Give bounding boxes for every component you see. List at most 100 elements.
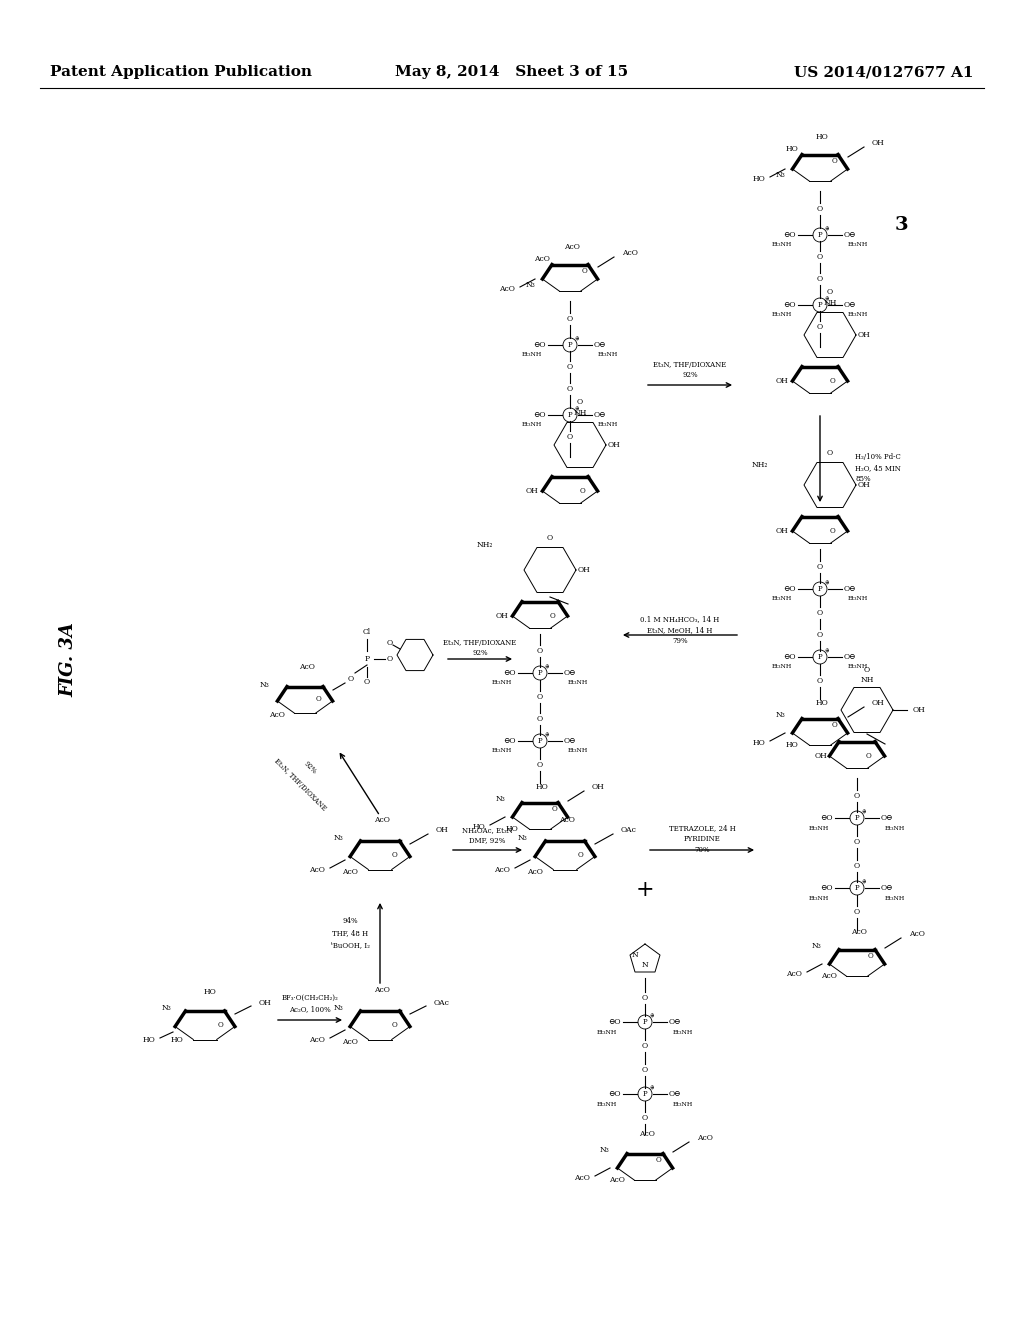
Text: HO: HO	[816, 700, 828, 708]
Text: P: P	[818, 231, 822, 239]
Text: N₃: N₃	[775, 711, 784, 719]
Text: O: O	[567, 363, 573, 371]
Text: O: O	[547, 535, 553, 543]
Text: O: O	[817, 323, 823, 331]
Text: Ac₂O, 100%: Ac₂O, 100%	[289, 1005, 331, 1012]
Text: Et₃NH: Et₃NH	[522, 422, 542, 428]
Text: Et₃NH: Et₃NH	[848, 664, 868, 669]
Text: O: O	[854, 908, 860, 916]
Text: O: O	[817, 253, 823, 261]
Text: AcO: AcO	[559, 816, 574, 824]
Text: O: O	[537, 693, 543, 701]
Text: N: N	[642, 961, 648, 969]
Text: O: O	[217, 1020, 223, 1030]
Text: O⊖: O⊖	[669, 1090, 682, 1098]
Text: ⊕: ⊕	[545, 731, 549, 737]
Text: HO: HO	[536, 783, 549, 791]
Text: O: O	[567, 433, 573, 441]
Text: ⊖O: ⊖O	[534, 411, 546, 418]
Text: AcO: AcO	[342, 1038, 358, 1045]
Text: AcO: AcO	[639, 1130, 655, 1138]
Text: O: O	[537, 647, 543, 655]
Text: 0.1 M NH₄HCO₃, 14 H: 0.1 M NH₄HCO₃, 14 H	[640, 615, 720, 623]
Text: OH: OH	[592, 783, 605, 791]
Text: N₃: N₃	[162, 1005, 172, 1012]
Text: O: O	[567, 385, 573, 393]
Text: OH: OH	[815, 752, 827, 760]
Text: ᵗBuOOH, I₂: ᵗBuOOH, I₂	[331, 941, 370, 949]
Text: AcO: AcO	[299, 663, 315, 671]
Text: P: P	[855, 884, 859, 892]
Text: ⊖O: ⊖O	[783, 231, 796, 239]
Text: O: O	[817, 275, 823, 282]
Text: US 2014/0127677 A1: US 2014/0127677 A1	[795, 65, 974, 79]
Text: O⊖: O⊖	[564, 737, 577, 744]
Text: Et₃N, THF/DIOXANE: Et₃N, THF/DIOXANE	[272, 758, 328, 813]
Text: O: O	[817, 631, 823, 639]
Text: O: O	[866, 752, 871, 760]
Text: N₃: N₃	[333, 1005, 343, 1012]
Text: Et₃NH: Et₃NH	[772, 313, 792, 318]
Text: Et₃NH: Et₃NH	[568, 748, 588, 754]
Text: ⊖O: ⊖O	[608, 1018, 621, 1026]
Text: 92%: 92%	[302, 760, 318, 776]
Text: ⊖O: ⊖O	[504, 669, 516, 677]
Text: O⊖: O⊖	[594, 411, 606, 418]
Text: O: O	[582, 267, 587, 275]
Text: O: O	[642, 1067, 648, 1074]
Text: ⊖O: ⊖O	[783, 301, 796, 309]
Text: Et₃NH: Et₃NH	[492, 748, 512, 754]
Text: N₃: N₃	[518, 834, 528, 842]
Text: O: O	[551, 805, 557, 813]
Text: HO: HO	[785, 145, 799, 153]
Text: Et₃NH: Et₃NH	[772, 597, 792, 602]
Text: ⊕: ⊕	[574, 335, 580, 341]
Text: Et₃NH: Et₃NH	[885, 895, 905, 900]
Text: O⊖: O⊖	[564, 669, 577, 677]
Text: P: P	[538, 669, 543, 677]
Text: O: O	[864, 667, 870, 675]
Text: O: O	[854, 792, 860, 800]
Text: OH: OH	[858, 331, 870, 339]
Text: N₃: N₃	[812, 942, 822, 950]
Text: H₂/10% Pd-C: H₂/10% Pd-C	[855, 453, 901, 461]
Text: ⊖O: ⊖O	[820, 884, 833, 892]
Text: AcO: AcO	[697, 1134, 713, 1142]
Text: Cl: Cl	[362, 628, 371, 636]
Text: ⊕: ⊕	[824, 226, 829, 231]
Text: DMF, 92%: DMF, 92%	[469, 836, 505, 843]
Text: AcO: AcO	[574, 1173, 590, 1181]
Text: O: O	[817, 205, 823, 213]
Text: Et₃NH: Et₃NH	[598, 422, 618, 428]
Text: O: O	[642, 994, 648, 1002]
Text: Et₃NH: Et₃NH	[597, 1101, 617, 1106]
Text: OH: OH	[496, 612, 508, 620]
Text: AcO: AcO	[374, 986, 390, 994]
Text: ⊕: ⊕	[824, 296, 829, 301]
Text: AcO: AcO	[851, 928, 867, 936]
Text: 85%: 85%	[855, 475, 870, 483]
Text: ⊕: ⊕	[861, 808, 866, 813]
Text: Et₃NH: Et₃NH	[673, 1030, 693, 1035]
Text: NH: NH	[860, 676, 873, 684]
Text: P: P	[643, 1090, 647, 1098]
Text: O: O	[642, 1114, 648, 1122]
Text: ⊖O: ⊖O	[534, 341, 546, 348]
Text: N₃: N₃	[525, 281, 535, 289]
Text: 92%: 92%	[472, 649, 487, 657]
Text: AcO: AcO	[499, 285, 515, 293]
Text: O⊖: O⊖	[844, 653, 856, 661]
Text: HO: HO	[785, 741, 799, 748]
Text: Et₃N, MeOH, 14 H: Et₃N, MeOH, 14 H	[647, 626, 713, 634]
Text: HO: HO	[171, 1036, 183, 1044]
Text: H₂O, 45 MIN: H₂O, 45 MIN	[855, 465, 901, 473]
Text: HO: HO	[816, 133, 828, 141]
Text: OH: OH	[608, 441, 621, 449]
Text: OAc: OAc	[621, 826, 637, 834]
Text: O: O	[387, 639, 393, 647]
Text: AcO: AcO	[342, 869, 358, 876]
Text: O: O	[549, 612, 555, 620]
Text: O: O	[348, 675, 354, 682]
Text: P: P	[567, 341, 572, 348]
Text: ⊖O: ⊖O	[783, 653, 796, 661]
